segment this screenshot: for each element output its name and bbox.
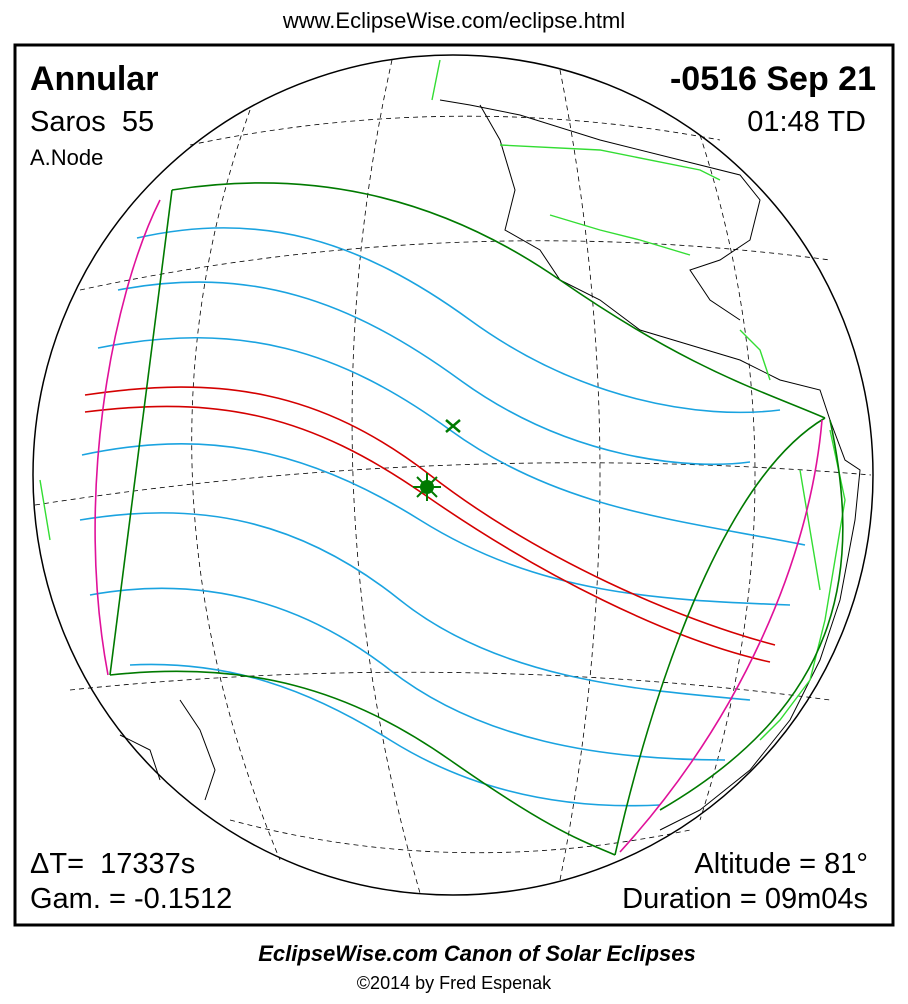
footer-title: EclipseWise.com Canon of Solar Eclipses	[258, 941, 696, 966]
date: -0516 Sep 21	[670, 60, 876, 98]
gamma: Gam. = -0.1512	[30, 883, 232, 915]
altitude: Altitude = 81°	[694, 848, 868, 880]
node: A.Node	[30, 145, 103, 170]
delta-t: ΔT= 17337s	[30, 848, 195, 880]
copyright: ©2014 by Fred Espenak	[357, 973, 552, 993]
url: www.EclipseWise.com/eclipse.html	[282, 8, 625, 33]
duration: Duration = 09m04s	[622, 883, 868, 915]
time: 01:48 TD	[747, 106, 866, 138]
saros: Saros 55	[30, 106, 154, 138]
globe	[32, 54, 874, 896]
eclipse-type: Annular	[30, 60, 158, 98]
